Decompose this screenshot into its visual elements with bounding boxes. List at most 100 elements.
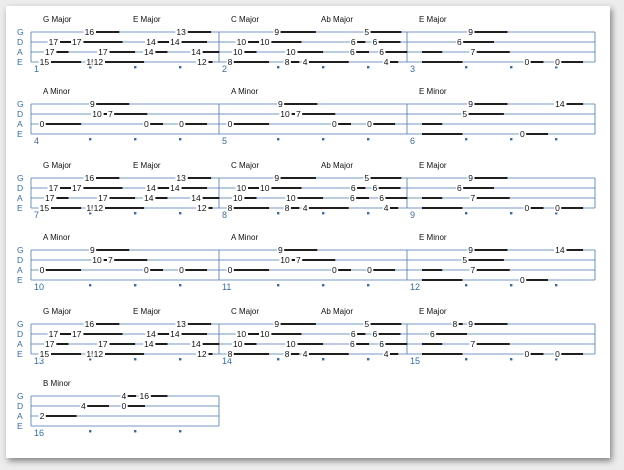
beat-marker: [367, 66, 370, 69]
fret-backing: [38, 411, 46, 421]
chord-name: A Minor: [231, 87, 258, 96]
fret-backing: [554, 245, 567, 255]
fret-backing: [83, 173, 96, 183]
fret-number: 6: [351, 37, 356, 47]
fret-backing: [371, 37, 379, 47]
fret-number: 17: [98, 47, 108, 57]
fret-number: 0: [122, 401, 127, 411]
fret-number: 16: [85, 173, 95, 183]
chord-name: Ab Major: [321, 161, 353, 170]
fret-backing: [378, 47, 386, 57]
fret-number: 17: [45, 193, 55, 203]
fret-number: 2: [40, 411, 45, 421]
fret-backing: [85, 203, 98, 213]
fret-backing: [196, 57, 209, 67]
fret-backing: [467, 99, 475, 109]
fret-backing: [461, 109, 469, 119]
fret-number: 6: [350, 47, 355, 57]
fret-number: 13: [176, 319, 186, 329]
fret-backing: [273, 27, 281, 37]
fret-number: 4: [303, 57, 308, 67]
fret-number: 5: [364, 173, 369, 183]
measure-number: 12: [410, 282, 420, 292]
fret-backing: [295, 109, 303, 119]
string-name-g: G: [17, 173, 24, 183]
chord-name: E Major: [419, 307, 447, 316]
fret-backing: [259, 37, 272, 47]
beat-marker: [277, 284, 280, 287]
fret-backing: [232, 193, 245, 203]
fret-number: 9: [468, 319, 473, 329]
fret-backing: [349, 193, 357, 203]
fret-number: 9: [274, 173, 279, 183]
fret-backing: [145, 37, 158, 47]
fret-number: 12: [94, 349, 104, 359]
fret-number: 7: [108, 109, 113, 119]
fret-backing: [175, 173, 188, 183]
fret-number: 0: [520, 275, 525, 285]
measure-number: 1: [34, 64, 39, 74]
chord-name: B Minor: [43, 379, 71, 388]
fret-number: 14: [191, 339, 201, 349]
fret-number: 0: [525, 57, 530, 67]
beat-marker: [89, 284, 92, 287]
measure-number: 7: [34, 210, 39, 220]
fret-number: 14: [170, 37, 180, 47]
fret-number: 0: [332, 265, 337, 275]
fret-number: 0: [40, 119, 45, 129]
fret-number: 8: [228, 57, 233, 67]
fret-number: 4: [384, 57, 389, 67]
chord-name: G Major: [43, 15, 72, 24]
fret-number: 0: [520, 129, 525, 139]
fret-backing: [283, 203, 291, 213]
fret-backing: [169, 329, 182, 339]
fret-backing: [469, 47, 477, 57]
fret-backing: [47, 329, 60, 339]
fret-backing: [429, 329, 437, 339]
measure-number: 2: [222, 64, 227, 74]
beat-marker: [367, 358, 370, 361]
beat-marker: [179, 430, 182, 433]
fret-number: 14: [170, 183, 180, 193]
fret-number: 7: [471, 193, 476, 203]
fret-number: 0: [555, 57, 560, 67]
beat-marker: [322, 138, 325, 141]
fret-backing: [523, 203, 531, 213]
chord-name: E Minor: [419, 87, 447, 96]
measure-number: 10: [34, 282, 44, 292]
fret-backing: [143, 119, 151, 129]
fret-backing: [97, 339, 110, 349]
fret-number: 6: [350, 193, 355, 203]
string-name-e: E: [17, 57, 23, 67]
fret-backing: [91, 255, 104, 265]
measure-number: 6: [410, 136, 415, 146]
fret-number: 8: [285, 203, 290, 213]
fret-backing: [554, 57, 562, 67]
fret-backing: [519, 275, 527, 285]
beat-marker: [510, 284, 513, 287]
fret-number: 10: [237, 329, 247, 339]
fret-backing: [175, 319, 188, 329]
fret-number: 12: [197, 349, 207, 359]
fret-backing: [371, 183, 379, 193]
beat-marker: [277, 66, 280, 69]
fret-number: 12: [94, 203, 104, 213]
fret-number: 0: [332, 119, 337, 129]
fret-number: 0: [367, 265, 372, 275]
fret-number: 14: [191, 193, 201, 203]
string-name-g: G: [17, 319, 24, 329]
fret-number: 13: [176, 173, 186, 183]
fret-number: 4: [384, 349, 389, 359]
fret-backing: [92, 203, 105, 213]
fret-backing: [349, 47, 357, 57]
fret-number: 12: [94, 57, 104, 67]
fret-number: 10: [286, 193, 296, 203]
fret-backing: [138, 391, 151, 401]
fret-backing: [44, 339, 57, 349]
fret-backing: [301, 57, 309, 67]
string-name-a: A: [17, 265, 23, 275]
beat-marker: [134, 358, 137, 361]
fret-backing: [226, 265, 234, 275]
fret-backing: [196, 349, 209, 359]
fret-number: 9: [90, 99, 95, 109]
